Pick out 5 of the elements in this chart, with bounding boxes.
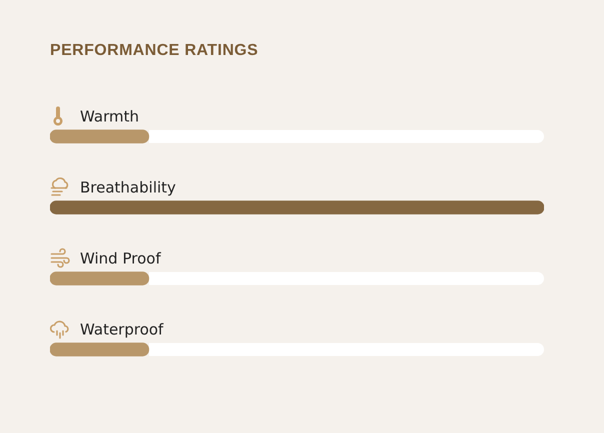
y-tick-label: Warmth (80, 107, 139, 126)
y-tick-label: Waterproof (80, 320, 164, 338)
y-tick-label: Breathability (80, 178, 176, 196)
y-tick-label: Wind Proof (80, 249, 162, 268)
chart-title: PERFORMANCE RATINGS (50, 41, 258, 61)
